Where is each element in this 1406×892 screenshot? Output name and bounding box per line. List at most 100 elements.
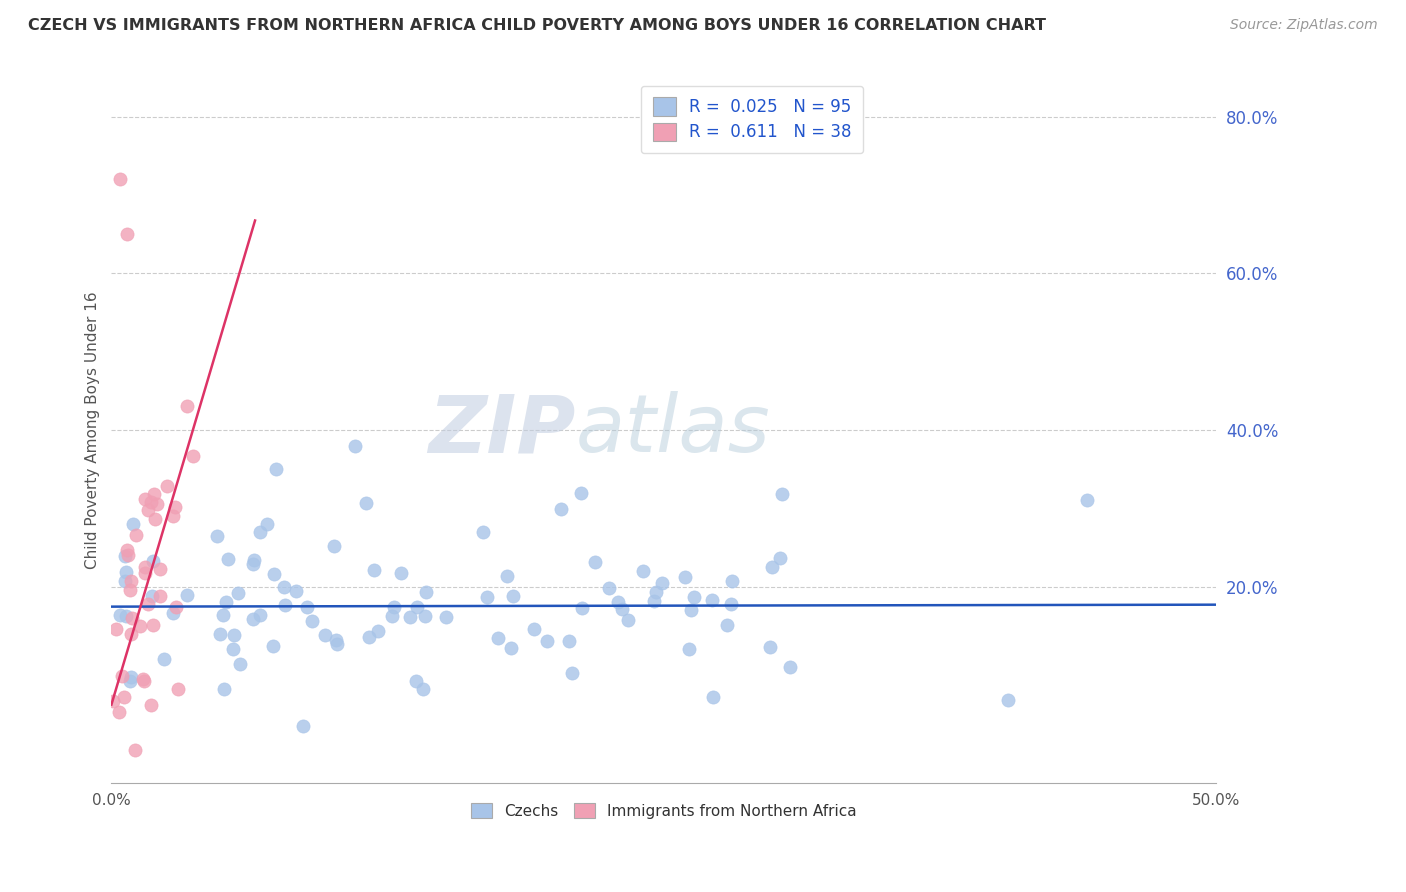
Point: [356, 496, 378, 510]
Point: [263, 567, 285, 582]
Point: [291, 719, 314, 733]
Point: [434, 610, 457, 624]
Point: [138, 503, 160, 517]
Point: [115, 542, 138, 557]
Point: [716, 617, 738, 632]
Point: [779, 659, 801, 673]
Point: [176, 588, 198, 602]
Point: [124, 743, 146, 757]
Point: [413, 608, 436, 623]
Point: [165, 599, 187, 614]
Point: [606, 594, 628, 608]
Point: [242, 557, 264, 571]
Point: [486, 631, 509, 645]
Point: [523, 622, 546, 636]
Point: [104, 623, 127, 637]
Point: [112, 690, 135, 704]
Point: [702, 690, 724, 704]
Point: [156, 479, 179, 493]
Point: [297, 599, 319, 614]
Point: [266, 462, 288, 476]
Point: [114, 565, 136, 579]
Point: [165, 500, 187, 514]
Point: [405, 674, 427, 689]
Point: [139, 495, 162, 509]
Point: [136, 597, 159, 611]
Point: [359, 630, 381, 644]
Point: [134, 559, 156, 574]
Point: [101, 694, 124, 708]
Point: [502, 589, 524, 603]
Point: [217, 551, 239, 566]
Point: [110, 608, 132, 623]
Point: [122, 516, 145, 531]
Point: [761, 560, 783, 574]
Point: [325, 637, 347, 651]
Point: [583, 555, 606, 569]
Point: [141, 589, 163, 603]
Point: [617, 613, 640, 627]
Point: [118, 583, 141, 598]
Point: [205, 528, 228, 542]
Point: [569, 486, 592, 500]
Point: [222, 641, 245, 656]
Point: [215, 595, 238, 609]
Point: [325, 633, 347, 648]
Point: [406, 599, 429, 614]
Point: [412, 681, 434, 696]
Point: [228, 586, 250, 600]
Point: [134, 566, 156, 580]
Point: [249, 608, 271, 623]
Point: [273, 580, 295, 594]
Point: [145, 497, 167, 511]
Point: [681, 602, 703, 616]
Point: [132, 673, 155, 687]
Point: [121, 610, 143, 624]
Point: [496, 569, 519, 583]
Point: [682, 590, 704, 604]
Point: [243, 553, 266, 567]
Point: [142, 487, 165, 501]
Point: [166, 681, 188, 696]
Point: [323, 539, 346, 553]
Point: [114, 574, 136, 588]
Point: [120, 574, 142, 588]
Point: [222, 628, 245, 642]
Point: [115, 608, 138, 623]
Point: [644, 585, 666, 599]
Point: [114, 549, 136, 564]
Text: Source: ZipAtlas.com: Source: ZipAtlas.com: [1230, 18, 1378, 32]
Point: [117, 548, 139, 562]
Point: [720, 597, 742, 611]
Point: [643, 594, 665, 608]
Legend: Czechs, Immigrants from Northern Africa: Czechs, Immigrants from Northern Africa: [464, 797, 863, 825]
Point: [612, 601, 634, 615]
Point: [702, 592, 724, 607]
Point: [415, 585, 437, 599]
Point: [162, 606, 184, 620]
Point: [134, 491, 156, 506]
Point: [343, 439, 366, 453]
Point: [134, 674, 156, 689]
Point: [758, 640, 780, 654]
Point: [633, 564, 655, 578]
Point: [141, 698, 163, 712]
Point: [208, 626, 231, 640]
Point: [110, 172, 132, 186]
Point: [399, 610, 422, 624]
Point: [721, 574, 744, 588]
Point: [367, 624, 389, 639]
Point: [477, 590, 499, 604]
Point: [673, 570, 696, 584]
Point: [571, 600, 593, 615]
Point: [153, 652, 176, 666]
Point: [274, 599, 297, 613]
Point: [768, 550, 790, 565]
Point: [142, 618, 165, 632]
Point: [162, 509, 184, 524]
Point: [536, 634, 558, 648]
Point: [212, 681, 235, 696]
Point: [249, 525, 271, 540]
Point: [242, 612, 264, 626]
Text: CZECH VS IMMIGRANTS FROM NORTHERN AFRICA CHILD POVERTY AMONG BOYS UNDER 16 CORRE: CZECH VS IMMIGRANTS FROM NORTHERN AFRICA…: [28, 18, 1046, 33]
